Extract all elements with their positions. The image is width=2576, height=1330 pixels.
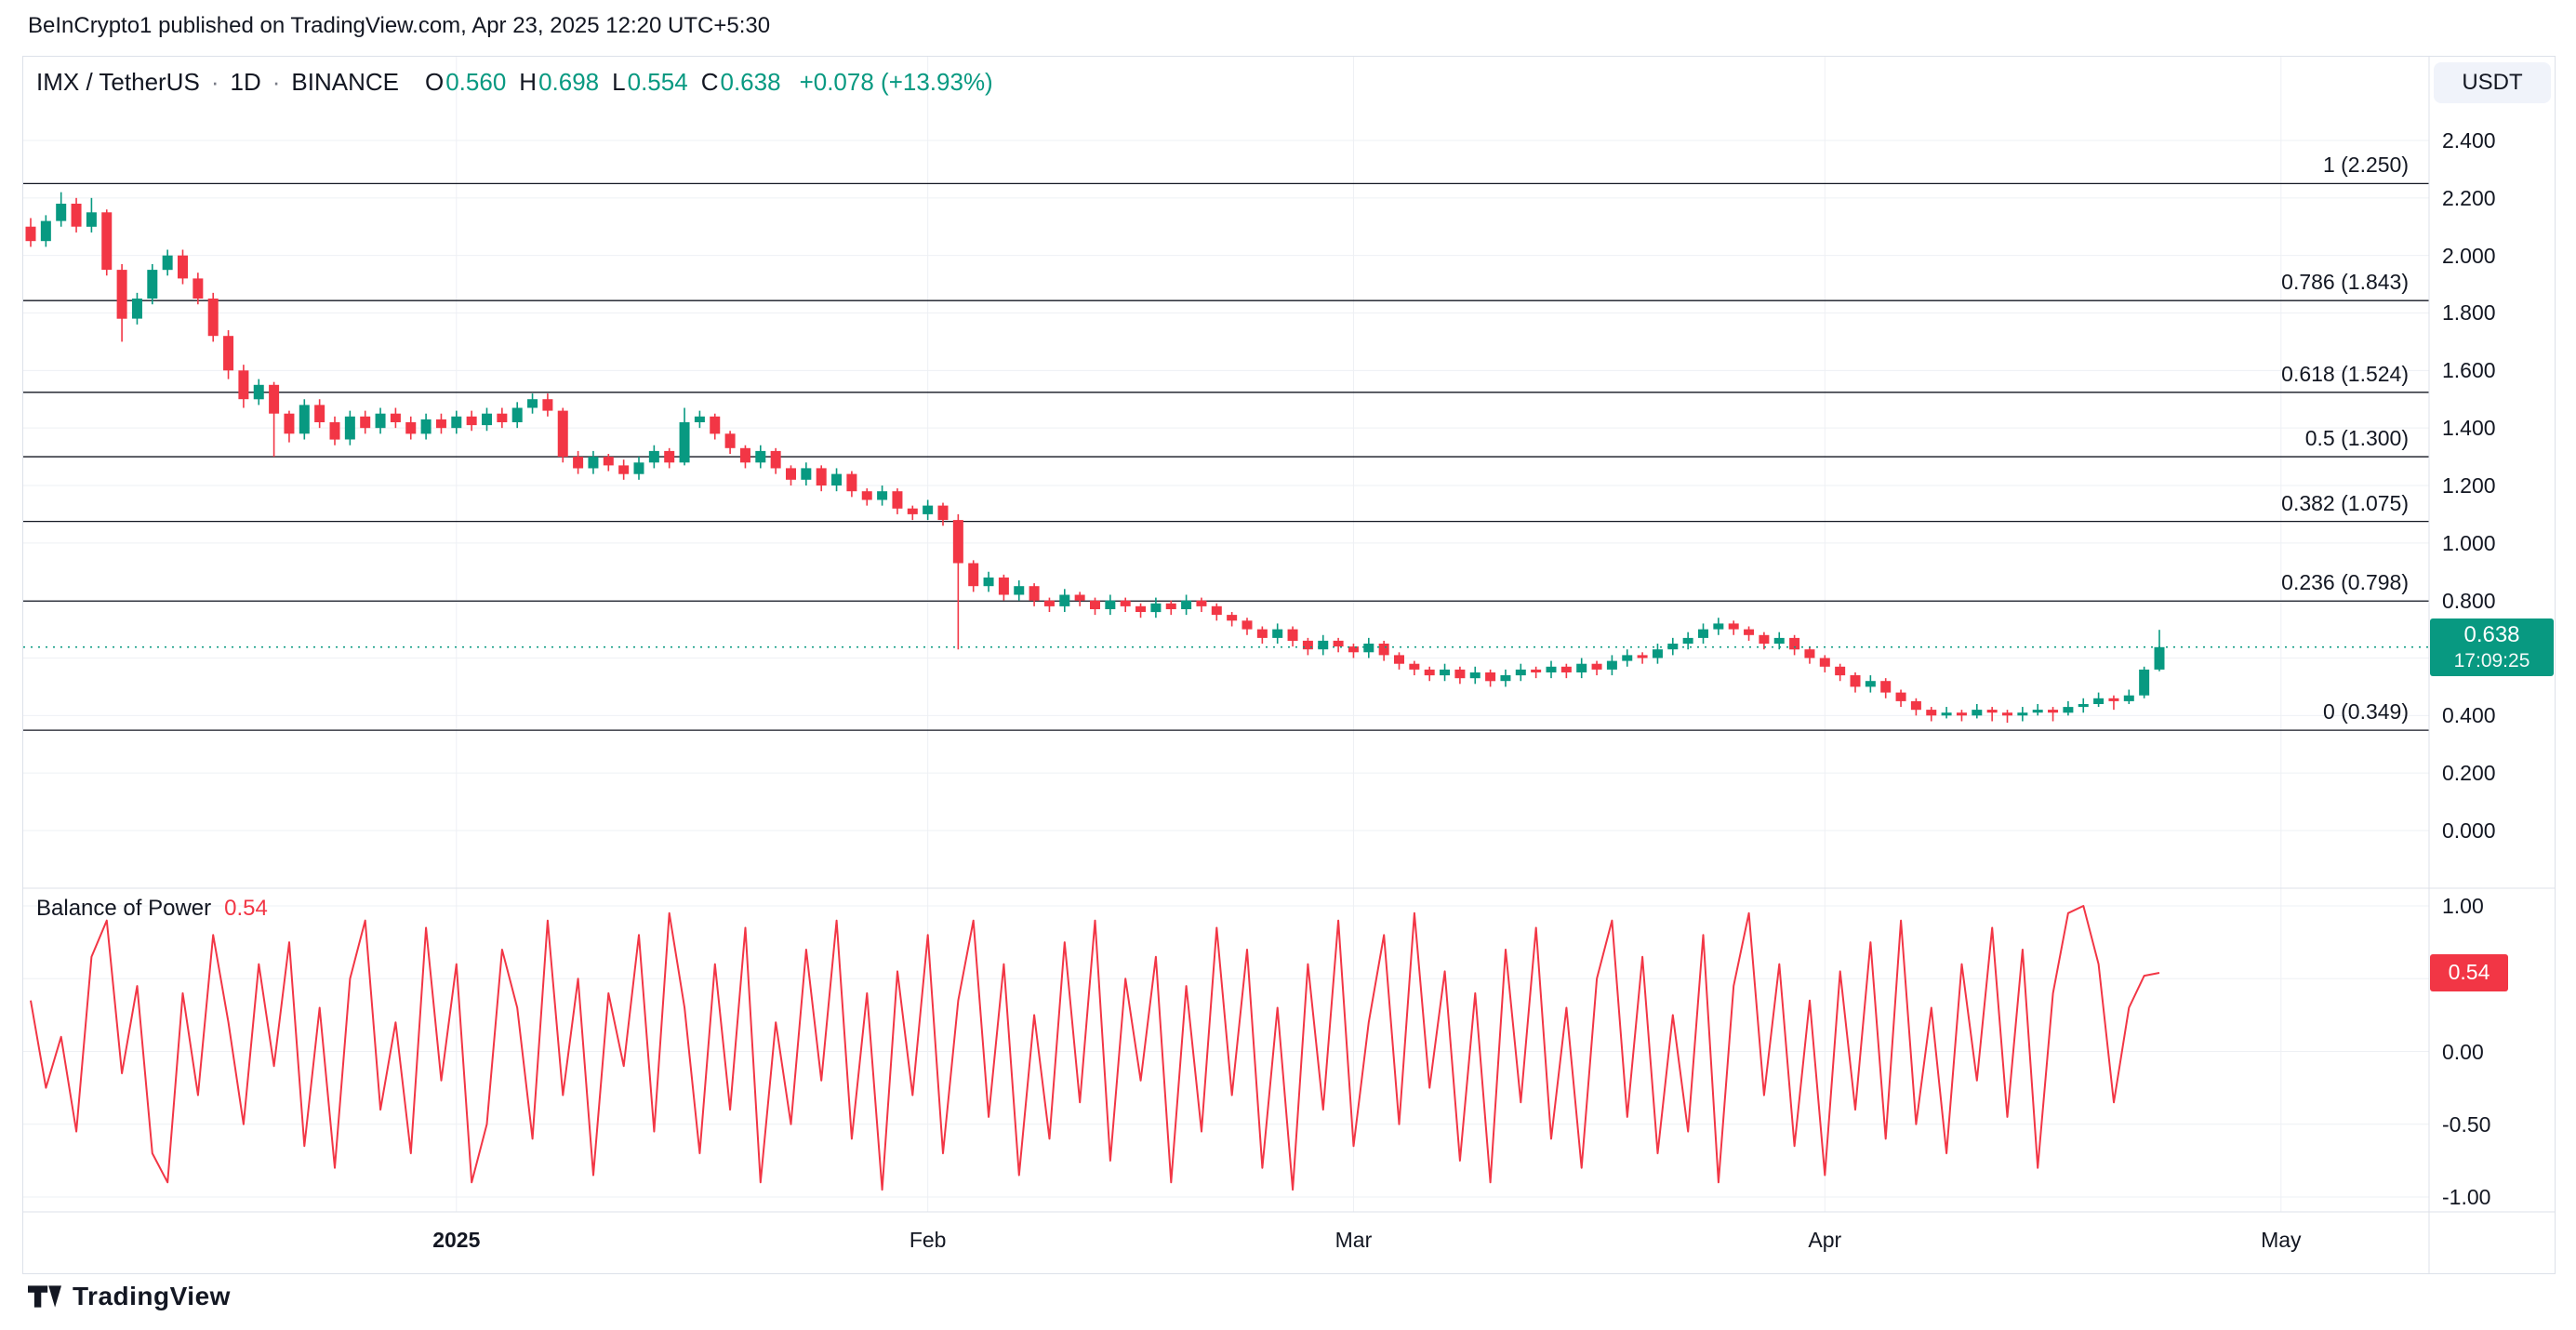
bop-axis-label: -1.00 xyxy=(2442,1185,2491,1209)
time-axis-label: 2025 xyxy=(432,1228,481,1252)
currency-toggle-button[interactable]: USDT xyxy=(2434,62,2551,103)
legend-separator: · xyxy=(210,68,219,96)
price-axis-label: 1.800 xyxy=(2442,300,2496,326)
time-axis-label: May xyxy=(2261,1228,2302,1252)
price-axis-label: 2.400 xyxy=(2442,127,2496,153)
bop-value-badge: 0.54 xyxy=(2430,953,2508,991)
bop-axis-label: 1.00 xyxy=(2442,894,2484,918)
fib-level-label: 1 (2.250) xyxy=(2322,153,2409,178)
fib-level-label: 0.786 (1.843) xyxy=(2281,270,2409,295)
price-axis-label: 0.800 xyxy=(2442,588,2496,613)
fib-level-label: 0 (0.349) xyxy=(2322,699,2409,725)
price-axis-label: 2.000 xyxy=(2442,243,2496,268)
high-value: 0.698 xyxy=(538,68,600,96)
bop-title[interactable]: Balance of Power xyxy=(36,896,212,921)
open-value: 0.560 xyxy=(445,68,507,96)
last-price: 0.638 xyxy=(2463,621,2520,647)
exchange-name: BINANCE xyxy=(291,68,399,96)
close-label: C xyxy=(700,68,719,96)
price-axis-label: 0.200 xyxy=(2442,761,2496,786)
change-value: +0.078 (+13.93%) xyxy=(799,68,993,96)
time-axis-label: Mar xyxy=(1334,1228,1373,1252)
chart-canvas[interactable] xyxy=(23,57,2555,1273)
symbol-name[interactable]: IMX / TetherUS xyxy=(36,68,200,96)
bop-current-value: 0.54 xyxy=(224,896,268,921)
price-axis-label: 1.000 xyxy=(2442,530,2496,555)
bop-axis-label: -0.50 xyxy=(2442,1111,2491,1137)
time-axis-label: Apr xyxy=(1808,1228,1842,1252)
footer: TradingView xyxy=(28,1282,231,1311)
price-axis-label: 0.000 xyxy=(2442,818,2496,843)
timeframe-label[interactable]: 1D xyxy=(230,68,261,96)
price-axis-label: 0.400 xyxy=(2442,703,2496,728)
fib-level-label: 0.5 (1.300) xyxy=(2304,426,2409,451)
bop-axis-label: 0.00 xyxy=(2442,1039,2484,1064)
bop-legend: Balance of Power 0.54 xyxy=(36,896,268,922)
ohlc-values: O 0.560 H 0.698 L 0.554 C 0.638 +0.078 (+13.… xyxy=(425,68,993,97)
fib-level-label: 0.236 (0.798) xyxy=(2281,570,2409,595)
tradingview-logo-icon[interactable] xyxy=(28,1285,61,1308)
price-axis-label: 1.200 xyxy=(2442,472,2496,498)
time-axis-label: Feb xyxy=(909,1228,947,1252)
low-label: L xyxy=(612,68,626,96)
price-axis-label: 1.400 xyxy=(2442,416,2496,441)
price-axis-label: 2.200 xyxy=(2442,185,2496,210)
last-price-badge: 0.638 17:09:25 xyxy=(2430,618,2554,676)
open-label: O xyxy=(424,68,445,96)
close-value: 0.638 xyxy=(720,68,781,96)
legend-separator: · xyxy=(272,68,281,96)
low-value: 0.554 xyxy=(627,68,688,96)
price-axis-label: 1.600 xyxy=(2442,358,2496,383)
high-label: H xyxy=(519,68,538,96)
tradingview-brand[interactable]: TradingView xyxy=(73,1282,231,1310)
fib-level-label: 0.382 (1.075) xyxy=(2281,490,2409,515)
symbol-legend: IMX / TetherUS · 1D · BINANCE O 0.560 H 0.… xyxy=(36,68,993,97)
attribution-text: BeInCrypto1 published on TradingView.com… xyxy=(28,13,771,38)
chart-widget: IMX / TetherUS · 1D · BINANCE O 0.560 H 0.… xyxy=(22,56,2556,1274)
fib-level-label: 0.618 (1.524) xyxy=(2281,361,2409,386)
bar-countdown: 17:09:25 xyxy=(2453,649,2530,672)
